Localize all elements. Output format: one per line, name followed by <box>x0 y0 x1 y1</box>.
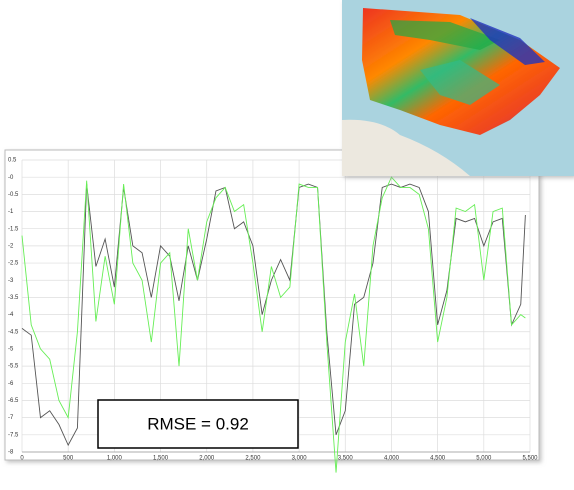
y-tick-label: -0 <box>8 175 14 181</box>
y-tick-label: -6 <box>8 381 14 387</box>
map-inset <box>342 0 574 176</box>
x-tick-label: 500 <box>63 456 74 462</box>
y-tick-label: 0.5 <box>8 158 17 164</box>
y-tick-label: -1 <box>8 209 14 215</box>
y-tick-label: -7.5 <box>8 432 19 438</box>
y-tick-label: -1.5 <box>8 226 19 232</box>
y-tick-label: -2.5 <box>8 261 19 267</box>
x-tick-label: 5,500 <box>522 456 538 462</box>
x-tick-label: 4,500 <box>430 456 446 462</box>
x-tick-label: 2,500 <box>245 456 261 462</box>
x-tick-label: 4,000 <box>384 456 400 462</box>
annotation: RMSE = 0.92 <box>147 414 249 433</box>
x-tick-label: 1,500 <box>153 456 169 462</box>
y-tick-label: -5 <box>8 347 14 353</box>
y-tick-label: -8 <box>8 450 14 456</box>
x-tick-label: 3,500 <box>338 456 354 462</box>
page: 0.5 -0 -0.5 -1 -1.5 -2 -2.5 -3 -3.5 -4 -4.5 -5 -5.5 -… <box>0 0 574 485</box>
chart: 0.5 -0 -0.5 -1 -1.5 -2 -2.5 -3 -3.5 -4 -4.5 -5 -5.5 -… <box>0 0 574 485</box>
y-tick-label: -3 <box>8 278 14 284</box>
x-tick-label: 3,000 <box>292 456 308 462</box>
y-tick-label: -7 <box>8 415 14 421</box>
x-tick-label: 5,000 <box>476 456 492 462</box>
x-tick-label: 2,000 <box>199 456 215 462</box>
y-tick-label: -6.5 <box>8 398 19 404</box>
y-tick-label: -4 <box>8 312 14 318</box>
y-tick-label: -2 <box>8 243 14 249</box>
y-tick-label: -4.5 <box>8 329 19 335</box>
x-tick-label: 1,000 <box>107 456 123 462</box>
y-tick-label: -0.5 <box>8 192 19 198</box>
y-tick-label: -5.5 <box>8 364 19 370</box>
y-tick-label: -3.5 <box>8 295 19 301</box>
